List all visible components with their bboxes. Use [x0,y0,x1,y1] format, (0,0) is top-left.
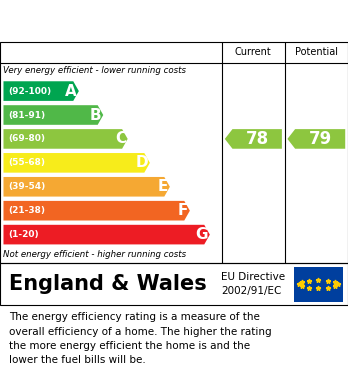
FancyBboxPatch shape [294,267,343,302]
Text: England & Wales: England & Wales [9,274,206,294]
Polygon shape [3,225,210,244]
Text: D: D [135,155,148,170]
Text: C: C [115,131,126,146]
Polygon shape [3,177,170,197]
Text: E: E [158,179,168,194]
Text: G: G [196,227,208,242]
Text: (92-100): (92-100) [9,86,52,95]
Text: F: F [178,203,188,218]
Text: EU Directive
2002/91/EC: EU Directive 2002/91/EC [221,272,285,296]
Text: The energy efficiency rating is a measure of the
overall efficiency of a home. T: The energy efficiency rating is a measur… [9,312,271,366]
Text: 79: 79 [309,130,332,148]
Text: Energy Efficiency Rating: Energy Efficiency Rating [9,12,238,30]
Text: Current: Current [235,47,272,57]
Text: (81-91): (81-91) [9,111,46,120]
Polygon shape [225,129,282,149]
Polygon shape [3,153,150,173]
Text: (55-68): (55-68) [9,158,46,167]
Text: (21-38): (21-38) [9,206,46,215]
Text: Very energy efficient - lower running costs: Very energy efficient - lower running co… [3,66,186,75]
Text: A: A [65,84,77,99]
Polygon shape [3,129,128,149]
Polygon shape [3,81,79,101]
Text: Potential: Potential [295,47,338,57]
Text: (39-54): (39-54) [9,182,46,191]
Text: 78: 78 [246,130,269,148]
Text: Not energy efficient - higher running costs: Not energy efficient - higher running co… [3,250,186,259]
Text: B: B [90,108,102,122]
Polygon shape [3,201,190,221]
Polygon shape [3,105,103,125]
Text: (1-20): (1-20) [9,230,39,239]
Text: (69-80): (69-80) [9,135,46,143]
Polygon shape [287,129,345,149]
